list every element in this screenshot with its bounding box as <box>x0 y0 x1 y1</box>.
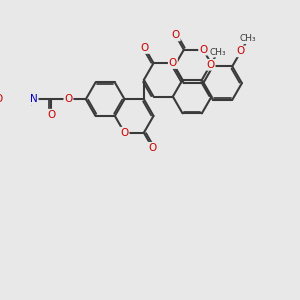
Text: CH₃: CH₃ <box>240 34 256 43</box>
Text: O: O <box>172 30 180 40</box>
Text: N: N <box>30 94 38 104</box>
Text: O: O <box>237 46 245 56</box>
Text: O: O <box>199 45 207 55</box>
Text: O: O <box>47 110 55 120</box>
Text: N: N <box>30 94 38 104</box>
Text: O: O <box>141 43 149 53</box>
Text: O: O <box>120 128 129 138</box>
Text: O: O <box>0 94 3 104</box>
Text: O: O <box>64 94 73 104</box>
Text: O: O <box>206 60 215 70</box>
Text: O: O <box>148 143 157 153</box>
Text: CH₃: CH₃ <box>209 48 226 57</box>
Text: O: O <box>169 58 177 68</box>
